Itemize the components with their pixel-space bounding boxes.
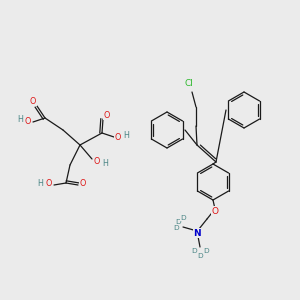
Text: D: D [203,248,209,254]
Text: N: N [193,229,201,238]
Text: O: O [212,206,218,215]
Text: H: H [123,131,129,140]
Text: O: O [115,133,121,142]
Text: O: O [104,110,110,119]
Text: O: O [80,179,86,188]
Text: O: O [25,118,31,127]
Text: D: D [175,219,181,225]
Text: D: D [180,215,186,221]
Text: O: O [46,179,52,188]
Text: H: H [102,160,108,169]
Text: Cl: Cl [184,80,194,88]
Text: O: O [30,97,36,106]
Text: D: D [191,248,197,254]
Text: H: H [37,178,43,188]
Text: D: D [173,225,179,231]
Text: O: O [94,157,100,166]
Text: D: D [197,253,203,259]
Text: H: H [17,116,23,124]
